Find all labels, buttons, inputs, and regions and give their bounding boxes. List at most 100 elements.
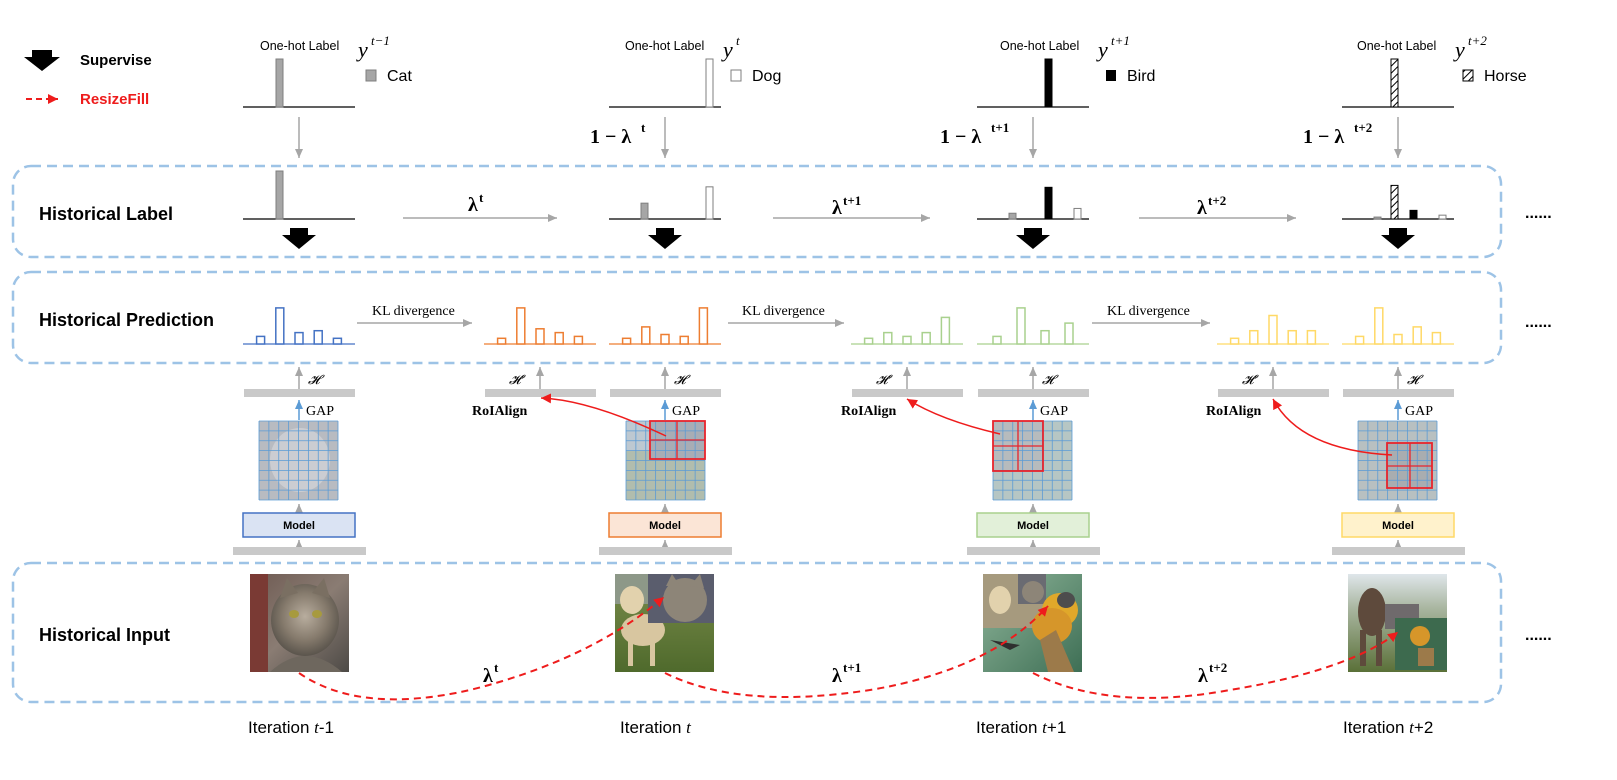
head-h-label: 𝓗 — [1042, 372, 1059, 387]
historical-label-box — [11, 164, 1503, 259]
class-swatch-bird — [1106, 70, 1116, 81]
column-3: 𝓗 𝓗′ RoIAlign GAP Model — [1206, 367, 1465, 555]
class-name-cat: Cat — [387, 68, 412, 85]
prediction-bar — [921, 331, 931, 345]
prediction-bar — [1393, 333, 1403, 345]
onehot-group-3: One-hot Label y t+2 Horse — [1357, 33, 1527, 85]
history-bar-cat — [640, 202, 649, 220]
lambda-sup: t+1 — [843, 660, 861, 675]
feature-map — [625, 420, 706, 501]
history-bar-dog — [1073, 207, 1082, 220]
model-label: Model — [1017, 520, 1049, 532]
supervise-arrow-icon — [648, 228, 682, 249]
legend: Supervise ResizeFill — [24, 50, 152, 108]
historical-input-title: Historical Input — [39, 625, 170, 645]
history-bar-dog — [705, 186, 714, 220]
row-boxes — [11, 164, 1503, 704]
input-image-dog-cat — [615, 574, 714, 672]
lambda-sup: t+2 — [1208, 193, 1226, 208]
supervise-arrow-icon — [24, 50, 60, 71]
prediction-bar — [1229, 337, 1240, 345]
prediction-bar — [621, 337, 632, 345]
head-h-label: 𝓗 — [1407, 372, 1424, 387]
head-hprime-label: 𝓗′ — [876, 372, 893, 387]
model-label: Model — [1382, 520, 1414, 532]
history-bar-bird — [1044, 186, 1053, 220]
input-image-horse-mix — [1348, 574, 1447, 672]
kl-label: KL divergence — [1107, 304, 1190, 319]
prediction-bar — [1354, 335, 1365, 345]
class-swatch-dog — [730, 69, 742, 82]
historical-prediction-box — [11, 270, 1503, 365]
prediction-bar — [1268, 314, 1278, 345]
roialign-label: RoIAlign — [472, 404, 527, 419]
onehot-arrows — [295, 117, 1402, 158]
model-box — [976, 512, 1090, 538]
supervise-arrows — [282, 228, 1415, 249]
y-label: y — [1096, 37, 1108, 62]
prediction-bar — [554, 331, 564, 345]
iteration-label: Iteration t-1 — [248, 718, 334, 737]
y-label: y — [1453, 37, 1465, 62]
class-name-horse: Horse — [1484, 68, 1527, 85]
prediction-bar — [516, 307, 526, 345]
onehot-bar-cat — [275, 58, 284, 108]
kl-arrows: KL divergence KL divergence KL divergenc… — [357, 304, 1210, 327]
prediction-bar — [313, 329, 323, 345]
model-box — [1341, 512, 1455, 538]
lambda-arrows: λ t λ t+1 λ t+2 — [403, 190, 1296, 222]
model-box — [608, 512, 722, 538]
iteration-label: Iteration t+1 — [976, 718, 1066, 737]
lambda-sup: t — [479, 190, 484, 205]
prediction-bar — [1412, 326, 1422, 345]
prediction-bar — [1064, 322, 1074, 345]
one-minus-lambda-t2: 1 − λ — [1303, 126, 1344, 148]
prediction-bar — [1374, 307, 1384, 345]
historical-prediction-title: Historical Prediction — [39, 310, 214, 330]
historical-label-title: Historical Label — [39, 204, 173, 224]
prediction-bar — [641, 326, 651, 345]
column-0: 𝓗 GAP Model — [233, 367, 366, 555]
prediction-bar — [332, 337, 343, 345]
prediction-bar — [698, 307, 709, 345]
y-superscript: t — [736, 33, 740, 48]
supervise-label: Supervise — [80, 52, 152, 69]
gap-label: GAP — [672, 404, 700, 419]
prediction-bar — [573, 335, 584, 345]
head-h-label: 𝓗 — [674, 372, 691, 387]
prediction-bar — [275, 307, 285, 345]
onehot-caption: One-hot Label — [1357, 39, 1436, 53]
y-superscript: t−1 — [371, 33, 390, 48]
lambda-t2: λ — [1197, 197, 1207, 219]
lambda-sup: t+1 — [843, 193, 861, 208]
prediction-bar — [1249, 329, 1259, 345]
iteration-label: Iteration t+2 — [1343, 718, 1433, 737]
onehot-bar-dog — [705, 58, 714, 108]
supervise-arrow-icon — [1381, 228, 1415, 249]
lambda-sup: t+2 — [1209, 660, 1227, 675]
prediction-bar — [660, 333, 670, 345]
head-hprime-label: 𝓗′ — [509, 372, 526, 387]
iteration-labels: Iteration t-1 Iteration t Iteration t+1 … — [248, 718, 1433, 737]
y-label: y — [356, 37, 368, 62]
prediction-bar — [255, 335, 266, 345]
prediction-bar — [940, 316, 951, 345]
prediction-bar — [1016, 307, 1026, 345]
kl-label: KL divergence — [372, 304, 455, 319]
prediction-bar — [535, 328, 545, 345]
onehot-bar-horse — [1390, 58, 1399, 108]
prediction-bar — [1306, 329, 1317, 345]
history-bar-horse — [1390, 184, 1399, 220]
model-box — [242, 512, 356, 538]
one-minus-lambda-sup: t+1 — [991, 120, 1009, 135]
bar-charts — [243, 58, 1454, 345]
prediction-bar — [294, 331, 304, 345]
history-bar-bird — [1409, 209, 1418, 220]
prediction-bar — [863, 337, 874, 345]
history-bar-cat — [1373, 216, 1382, 220]
class-swatch-horse — [1462, 69, 1474, 82]
resizefill-curves: λ t λ t+1 λ t+2 — [298, 596, 1399, 701]
one-minus-lambda-sup: t — [641, 120, 646, 135]
y-superscript: t+1 — [1111, 33, 1130, 48]
